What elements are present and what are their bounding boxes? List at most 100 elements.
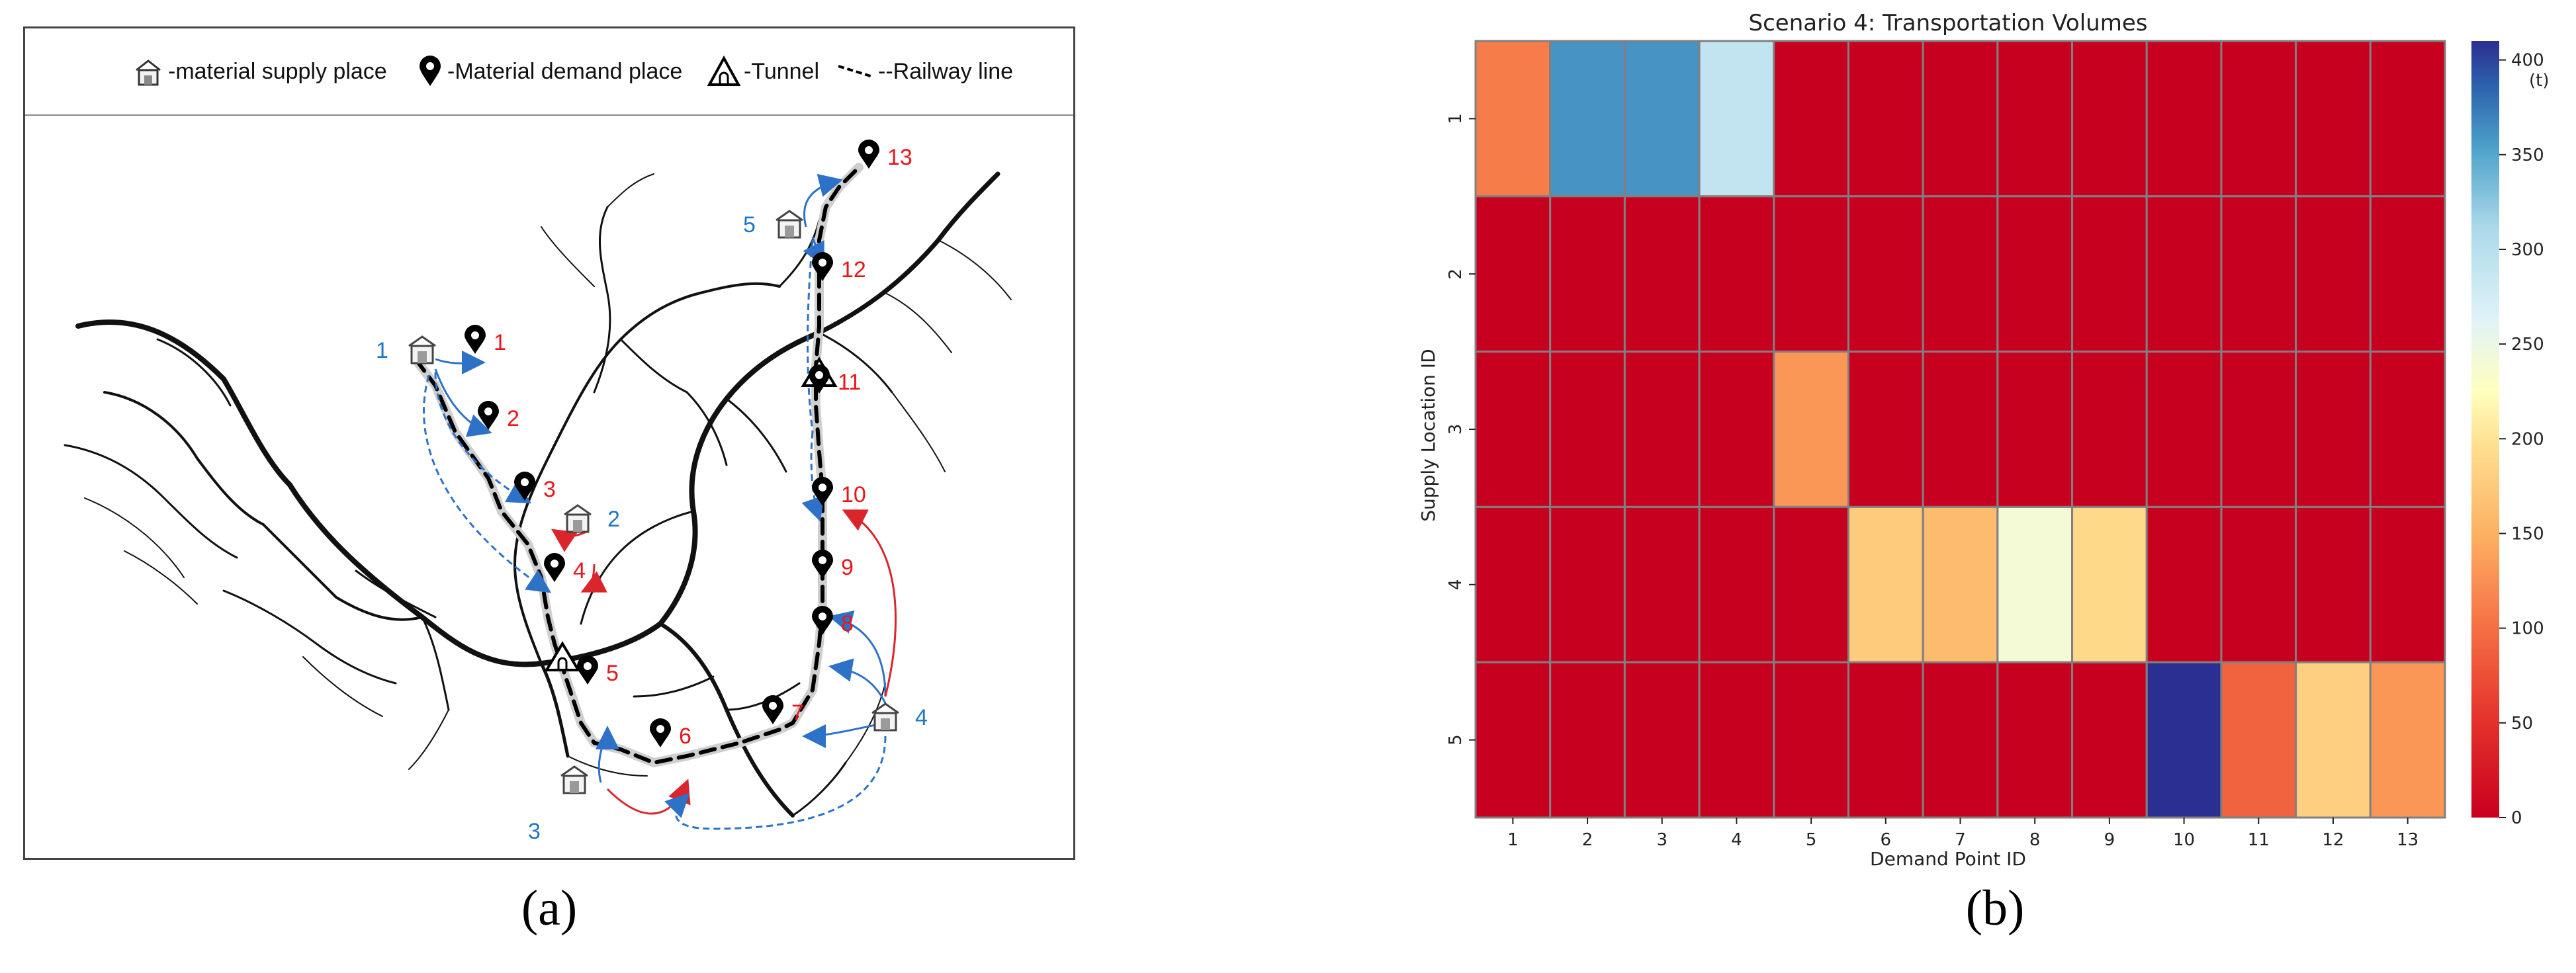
heatmap-cell [1922, 351, 1999, 508]
colorbar-tick-label: 0 [2511, 808, 2522, 828]
heatmap-cell [1847, 661, 1924, 819]
demand-label: 6 [679, 724, 691, 749]
heatmap-cell [2295, 40, 2372, 198]
railway-line-icon [838, 65, 873, 78]
colorbar-tick-label: 300 [2511, 240, 2544, 260]
heatmap-cell [1773, 40, 1849, 198]
map-pin-icon [762, 695, 783, 724]
heatmap-cell [1549, 195, 1626, 353]
heatmap-cell [2220, 505, 2297, 663]
legend-railway: --Railway line [836, 55, 1013, 88]
map-pin-icon [544, 553, 565, 582]
heatmap-cell [1922, 40, 1999, 198]
heatmap-cell [2071, 195, 2148, 353]
demand-label: 12 [841, 257, 866, 282]
heatmap-cell [2145, 505, 2223, 663]
x-tick-label: 4 [1731, 830, 1742, 850]
heatmap-cell [1773, 351, 1849, 508]
map-pin-icon [812, 606, 833, 635]
map-pin-icon [812, 550, 833, 579]
heatmap-cell [1773, 661, 1849, 819]
heatmap-cell [1698, 351, 1775, 508]
x-axis-title: Demand Point ID [1870, 848, 2026, 870]
heatmap-cell [1623, 661, 1701, 819]
heatmap-cell [1549, 661, 1626, 819]
heatmap-cell [2071, 40, 2148, 198]
demand-label: 4 [573, 558, 586, 583]
heatmap-cell [1996, 195, 2074, 353]
warehouse-icon [560, 765, 588, 794]
heatmap-cell [1847, 195, 1924, 353]
heatmap-cell [1698, 195, 1775, 353]
heatmap-cell [2369, 351, 2446, 508]
x-tick-label: 8 [2029, 830, 2041, 850]
heatmap-cell [1698, 505, 1775, 663]
map-legend: -material supply place -Material demand … [25, 28, 1073, 116]
demand-label: 2 [507, 406, 519, 431]
heatmap-cell [2071, 661, 2148, 819]
heatmap-cell [2369, 195, 2446, 353]
heatmap-cell [2295, 351, 2372, 508]
heatmap-cell [2369, 40, 2446, 198]
demand-label: 10 [841, 482, 866, 507]
warehouse-icon [564, 504, 592, 533]
demand-label: 7 [791, 700, 804, 726]
warehouse-icon [136, 60, 161, 86]
x-tick-labels: 1 2 3 4 5 6 7 8 9 10 11 12 13 [1507, 818, 2419, 850]
colorbar-tick-label: 100 [2511, 619, 2544, 639]
map-pin-icon [650, 718, 671, 747]
supply-label: 2 [607, 507, 620, 532]
demand-label: 13 [887, 145, 912, 170]
x-tick-label: 10 [2173, 830, 2195, 850]
y-tick-label: 2 [1446, 269, 1466, 280]
heatmap-cell [1847, 351, 1924, 508]
heatmap-cell [2071, 505, 2148, 663]
demand-label: 5 [606, 661, 619, 686]
heatmap-cell [2220, 40, 2297, 198]
heatmap-cell [1996, 505, 2074, 663]
heatmap-cell [1474, 351, 1552, 508]
x-tick-label: 1 [1507, 830, 1519, 850]
heatmap-cell [1623, 195, 1701, 353]
heatmap-cell [2220, 661, 2297, 819]
map-pin-icon [577, 656, 598, 685]
legend-tunnel-label: -Tunnel [744, 58, 820, 84]
heatmap-cell [1549, 505, 1626, 663]
map-pin-icon [812, 477, 833, 506]
x-tick-label: 6 [1881, 830, 1892, 850]
heatmap-cell [1996, 40, 2074, 198]
heatmap-cell [2220, 351, 2297, 508]
colorbar-tick-label: 400 [2511, 51, 2544, 71]
colorbar-tick-label: 150 [2511, 524, 2544, 544]
route-map-panel: -material supply place -Material demand … [23, 26, 1075, 860]
supply-label: 4 [915, 705, 928, 730]
heatmap-cell [2295, 195, 2372, 353]
map-pin-icon [465, 325, 486, 354]
heatmap-cell [1847, 40, 1924, 198]
heatmap-cell [1996, 351, 2074, 508]
heatmap-cell [1549, 40, 1626, 198]
heatmap-cell [1474, 40, 1552, 198]
warehouse-icon [408, 335, 436, 364]
demand-label: 1 [494, 330, 506, 355]
heatmap-cells [1474, 40, 2446, 819]
demand-label: 8 [841, 611, 854, 636]
heatmap-cell [1922, 505, 1999, 663]
y-axis-title: Supply Location ID [1417, 349, 1439, 521]
mountain-ridges [64, 171, 1012, 818]
demand-label: 9 [841, 555, 854, 580]
heatmap-cell [2145, 195, 2223, 353]
colorbar-tick-label: 200 [2511, 429, 2544, 449]
x-tick-label: 11 [2248, 830, 2270, 850]
x-tick-label: 12 [2322, 830, 2344, 850]
tunnel-icon [544, 641, 581, 671]
heatmap-cell [1698, 40, 1775, 198]
heatmap-cell [2145, 40, 2223, 198]
heatmap-cell [1474, 661, 1552, 819]
heatmap-cell [1623, 505, 1701, 663]
map-pin-icon [420, 56, 441, 86]
